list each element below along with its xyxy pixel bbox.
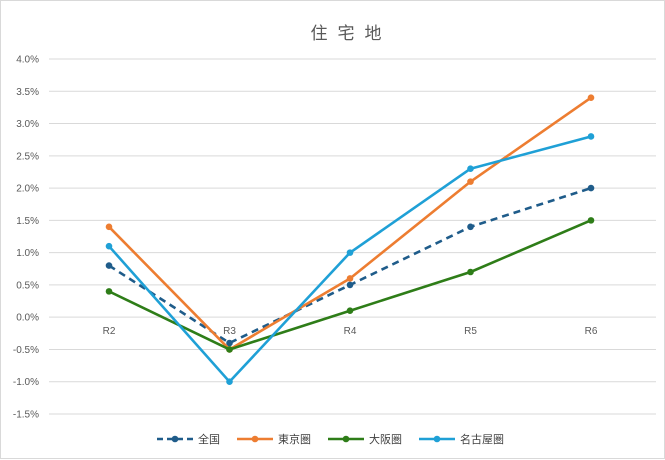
legend-item-名古屋圏[interactable]: 名古屋圏 — [419, 432, 504, 446]
data-point — [226, 378, 233, 386]
data-point — [346, 307, 354, 315]
data-point — [105, 288, 113, 295]
x-tick-label: R4 — [344, 326, 357, 337]
x-axis-category-labels: R2 R3 R4 R5 R6 — [103, 326, 598, 337]
y-tick-label: 4.0% — [16, 55, 39, 66]
series-line — [108, 186, 592, 345]
y-tick-label: -1.5% — [13, 410, 39, 421]
series-lines — [105, 94, 595, 386]
x-tick-label: R3 — [223, 326, 236, 337]
x-tick-label: R5 — [464, 326, 477, 337]
data-point — [226, 339, 233, 347]
gridlines — [49, 58, 656, 415]
data-point — [105, 242, 113, 250]
y-tick-label: 1.0% — [16, 248, 39, 259]
legend-item-全国[interactable]: 全国 — [157, 432, 220, 446]
x-tick-label: R2 — [103, 326, 116, 337]
y-tick-label: 3.0% — [16, 119, 39, 130]
y-tick-label: 3.5% — [16, 87, 39, 98]
x-tick-label: R6 — [585, 326, 598, 337]
series-全国 — [105, 184, 595, 347]
y-tick-label: 1.5% — [16, 216, 39, 227]
chart-title: 住宅地 — [311, 24, 392, 44]
legend-swatch-marker — [433, 435, 441, 443]
data-point — [467, 223, 474, 231]
data-point — [467, 165, 474, 173]
series-大阪圏 — [105, 217, 595, 353]
legend-label: 全国 — [198, 432, 220, 446]
data-point — [105, 262, 113, 269]
series-line — [107, 135, 593, 384]
data-point — [346, 275, 354, 282]
data-point — [587, 133, 595, 140]
legend-swatch-marker — [171, 435, 179, 443]
legend-label: 東京圏 — [278, 432, 311, 446]
data-point — [467, 268, 474, 276]
data-point — [226, 346, 233, 353]
y-tick-label: 2.0% — [16, 184, 39, 195]
legend-item-東京圏[interactable]: 東京圏 — [237, 432, 311, 446]
data-point — [587, 94, 595, 102]
data-point — [587, 217, 595, 224]
legend-label: 大阪圏 — [369, 432, 402, 446]
legend-item-大阪圏[interactable]: 大阪圏 — [328, 432, 402, 446]
y-tick-label: -0.5% — [13, 345, 39, 356]
data-point — [467, 178, 474, 185]
legend-swatch-marker — [342, 435, 350, 443]
data-point — [346, 281, 354, 289]
y-tick-label: -1.0% — [13, 377, 39, 388]
y-tick-label: 2.5% — [16, 151, 39, 162]
legend-label: 名古屋圏 — [460, 432, 504, 446]
data-point — [587, 184, 595, 192]
y-tick-label: 0.0% — [16, 313, 39, 324]
y-tick-label: 0.5% — [16, 280, 39, 291]
data-point — [105, 223, 113, 231]
data-point — [346, 249, 354, 256]
legend[interactable]: 全国 東京圏 大阪圏 名古屋圏 — [157, 432, 504, 446]
series-名古屋圏 — [105, 133, 595, 386]
y-axis-tick-labels: 4.0% 3.5% 3.0% 2.5% 2.0% 1.5% 1.0% 0.5% 0.0% -0.5… — [13, 55, 39, 421]
legend-swatch-marker — [251, 435, 259, 443]
